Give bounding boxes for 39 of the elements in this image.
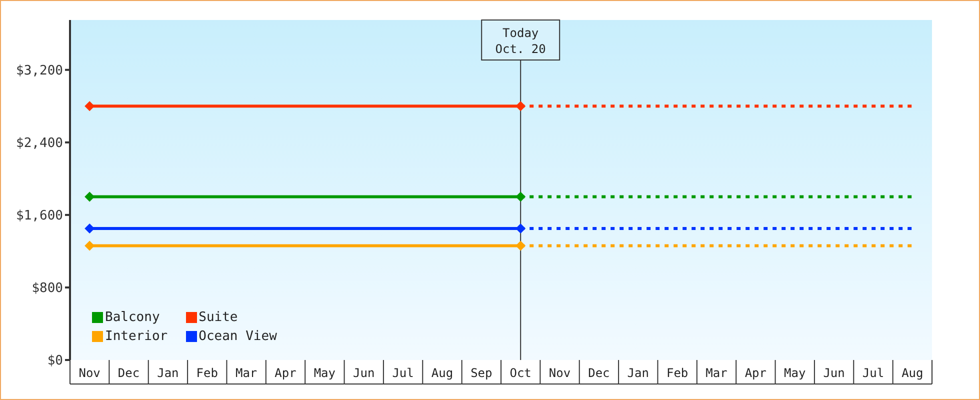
x-tick-label: Sep — [470, 366, 492, 380]
ref-line-label: Today Oct. 20 — [495, 26, 546, 56]
legend-label: Ocean View — [198, 329, 277, 344]
y-tick-label: $800 — [32, 281, 63, 296]
x-tick-label: Dec — [588, 366, 610, 380]
point — [516, 192, 526, 202]
x-tick-label: Aug — [902, 366, 924, 380]
x-tick-label: Jun — [353, 366, 375, 380]
legend-label: Interior — [105, 329, 168, 344]
point — [84, 240, 95, 251]
x-tick-label: Oct — [510, 366, 532, 380]
x-tick-label: Jun — [823, 366, 845, 380]
x-tick-label: Feb — [196, 366, 218, 380]
point — [516, 224, 526, 234]
x-tick-label: Nov — [78, 366, 100, 380]
x-tick-label: Feb — [666, 366, 688, 380]
x-tick-label: Apr — [274, 366, 296, 380]
x-tick-label: Nov — [548, 366, 571, 380]
y-tick-label: $2,400 — [16, 136, 63, 152]
x-tick-label: May — [314, 366, 336, 380]
y-tick-label: $3,200 — [16, 63, 63, 78]
x-tick-label: Apr — [744, 366, 767, 380]
x-tick-label: Dec — [118, 366, 140, 380]
point — [84, 101, 95, 112]
x-tick-label: Jan — [627, 366, 649, 380]
y-tick-label: $0 — [47, 354, 63, 369]
legend-label: Balcony — [105, 310, 160, 325]
y-tick-label: $1,600 — [16, 208, 63, 224]
point — [516, 101, 526, 112]
legend-label: Suite — [198, 310, 238, 325]
x-tick-label: Mar — [235, 366, 258, 380]
point — [516, 240, 526, 251]
x-tick-label: Aug — [431, 366, 454, 380]
x-tick-label: Jul — [392, 366, 414, 380]
x-tick-label: Jan — [157, 366, 179, 380]
point — [84, 192, 95, 202]
x-tick-label: Mar — [706, 366, 728, 380]
x-tick-label: May — [784, 366, 806, 380]
x-tick-label: Jul — [862, 366, 884, 380]
